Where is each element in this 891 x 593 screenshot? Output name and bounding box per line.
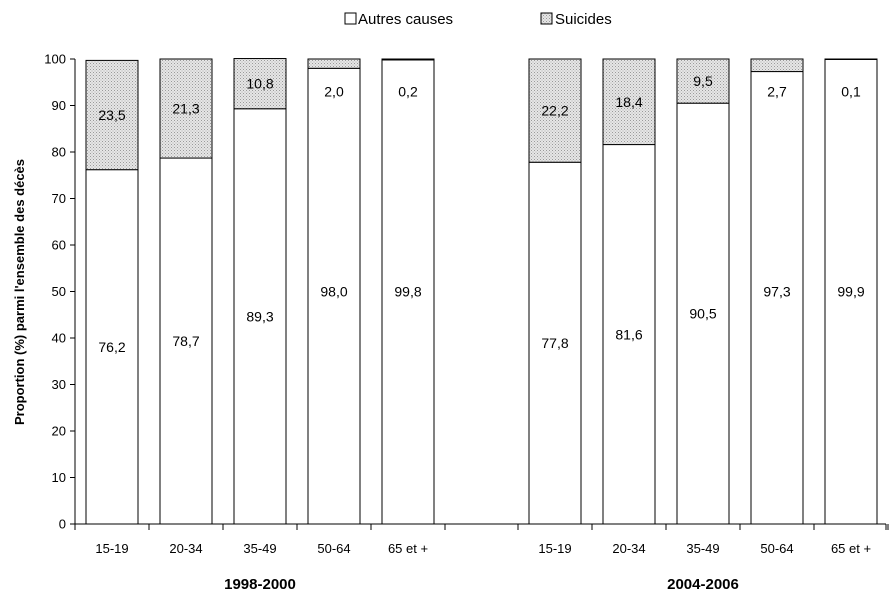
bar-autres-causes <box>676 102 730 525</box>
group-label: 2004-2006 <box>667 576 739 593</box>
data-label-suicides: 22,2 <box>541 103 568 119</box>
y-tick-label: 10 <box>52 470 66 485</box>
legend-swatch-autres <box>344 12 357 25</box>
data-label-suicides: 9,5 <box>693 73 713 89</box>
y-tick-label: 40 <box>52 331 66 346</box>
data-label-suicides: 0,2 <box>398 84 418 100</box>
data-label-autres: 81,6 <box>615 326 642 342</box>
data-label-autres: 98,0 <box>320 284 347 300</box>
bar-autres-causes <box>824 58 878 525</box>
x-category-label: 35-49 <box>686 541 719 556</box>
bar-suicides <box>528 58 582 163</box>
data-label-suicides: 18,4 <box>615 94 642 110</box>
data-label-suicides: 23,5 <box>98 107 125 123</box>
y-tick-label: 20 <box>52 424 66 439</box>
y-tick-label: 70 <box>52 191 66 206</box>
bars <box>85 58 878 525</box>
data-label-suicides: 2,7 <box>767 84 787 100</box>
bar-autres-causes <box>85 169 139 525</box>
bar-autres-causes <box>307 67 361 525</box>
x-category-label: 20-34 <box>169 541 202 556</box>
data-label-suicides: 0,1 <box>841 84 861 100</box>
y-tick-label: 100 <box>44 52 66 67</box>
y-tick-label: 30 <box>52 377 66 392</box>
legend: Autres causes Suicides <box>344 11 612 28</box>
bar-autres-causes <box>528 161 582 525</box>
bar-suicides <box>159 58 213 159</box>
x-category-label: 50-64 <box>760 541 793 556</box>
bar-autres-causes <box>159 157 213 525</box>
legend-label-autres: Autres causes <box>358 11 453 28</box>
y-tick-label: 0 <box>59 517 66 532</box>
x-category-label: 65 et + <box>388 541 428 556</box>
y-axis-title: Proportion (%) parmi l'ensemble des décè… <box>12 159 27 425</box>
bar-autres-causes <box>602 144 656 525</box>
data-label-suicides: 10,8 <box>246 76 273 92</box>
y-tick-label: 60 <box>52 238 66 253</box>
y-tick-label: 90 <box>52 98 66 113</box>
bar-suicides <box>307 58 361 69</box>
y-tick-label: 50 <box>52 284 66 299</box>
x-category-label: 15-19 <box>95 541 128 556</box>
data-label-autres: 99,8 <box>394 284 421 300</box>
data-label-autres: 99,9 <box>837 284 864 300</box>
bar-suicides <box>750 58 804 73</box>
legend-label-suicides: Suicides <box>555 11 612 28</box>
bar-autres-causes <box>750 71 804 525</box>
bar-autres-causes <box>381 59 435 525</box>
bar-suicides <box>381 58 435 61</box>
bar-suicides <box>85 59 139 171</box>
x-category-label: 20-34 <box>612 541 645 556</box>
data-label-autres: 76,2 <box>98 339 125 355</box>
data-label-autres: 78,7 <box>172 333 199 349</box>
data-label-autres: 77,8 <box>541 335 568 351</box>
bar-suicides <box>676 58 730 104</box>
axes: 0 10 20 30 40 50 60 70 80 90 100 15-19 20-34 35-49 50-… <box>44 52 889 593</box>
labels: 76,2 23,5 78,7 21,3 89,3 10,8 98,0 2,0 99,8 0,2 77… <box>98 73 864 355</box>
legend-swatch-suicides <box>540 12 553 25</box>
group-label: 1998-2000 <box>224 576 296 593</box>
bar-autres-causes <box>233 108 287 525</box>
x-category-label: 15-19 <box>538 541 571 556</box>
x-category-label: 65 et + <box>831 541 871 556</box>
bar-suicides <box>233 58 287 110</box>
data-label-autres: 97,3 <box>763 284 790 300</box>
x-category-label: 35-49 <box>243 541 276 556</box>
data-label-suicides: 21,3 <box>172 101 199 117</box>
data-label-suicides: 2,0 <box>324 84 344 100</box>
data-label-autres: 90,5 <box>689 306 716 322</box>
y-tick-label: 80 <box>52 145 66 160</box>
bar-suicides <box>602 58 656 146</box>
data-label-autres: 89,3 <box>246 308 273 324</box>
x-category-label: 50-64 <box>317 541 350 556</box>
